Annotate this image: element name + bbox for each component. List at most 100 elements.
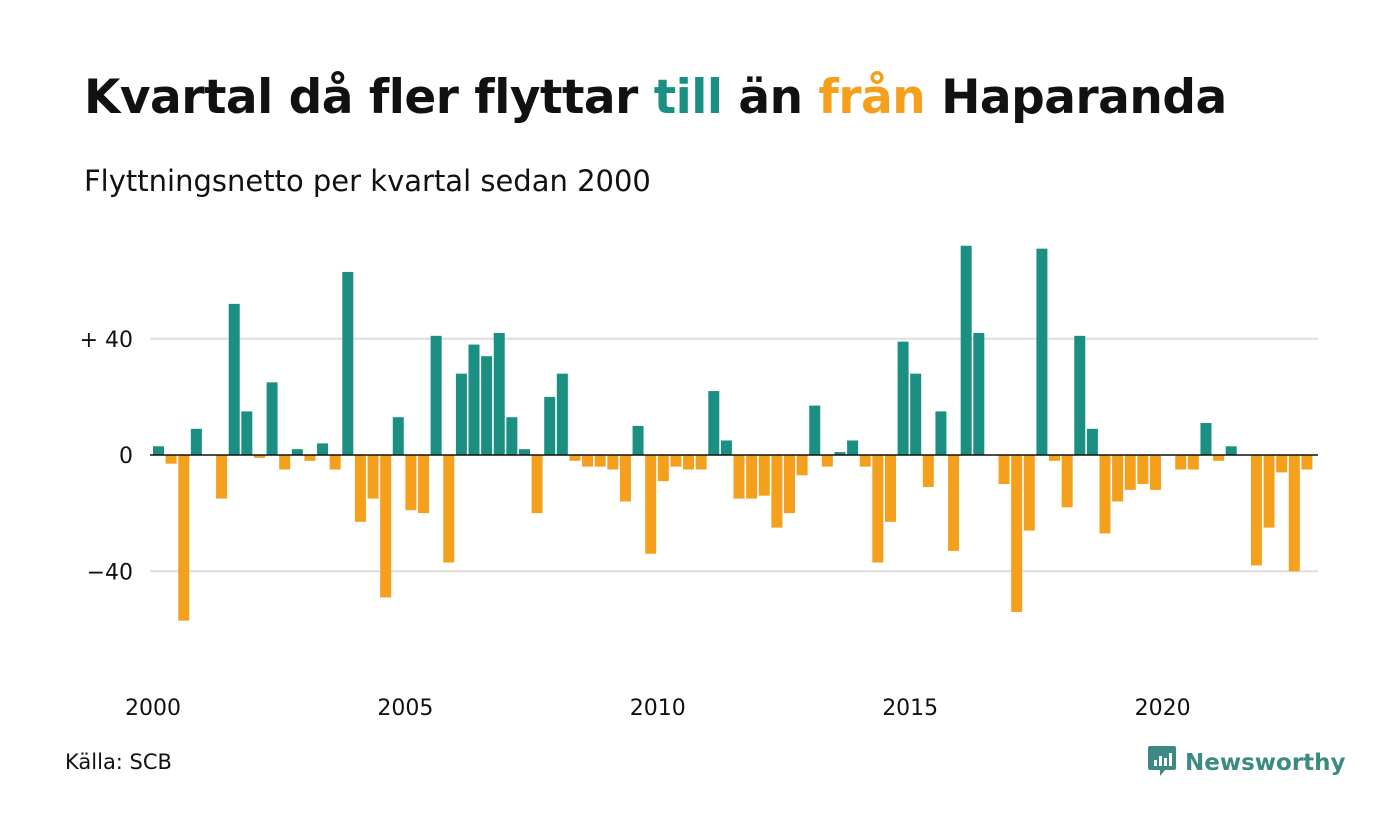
newsworthy-logo-icon (1147, 744, 1177, 782)
bar-negative (859, 455, 871, 467)
y-tick-label: 0 (119, 444, 133, 469)
bar-negative (216, 455, 228, 499)
bar-negative (354, 455, 366, 522)
x-tick-label: 2005 (377, 696, 433, 721)
bar-negative (796, 455, 808, 476)
bar-positive (430, 335, 442, 455)
bar-positive (935, 411, 947, 455)
bar-negative (1023, 455, 1035, 531)
bar-negative (1263, 455, 1275, 528)
bar-positive (897, 341, 909, 455)
bar-negative (1213, 455, 1225, 461)
bar-positive (556, 373, 568, 456)
bar-negative (582, 455, 594, 467)
bar-positive (544, 396, 556, 456)
bar-negative (1276, 455, 1288, 473)
bar-negative (695, 455, 707, 470)
bar-negative (746, 455, 758, 499)
bar-positive (481, 356, 493, 455)
x-axis-ticks: 2000 2005 2010 2015 2020 (125, 696, 1191, 721)
bar-negative (253, 455, 265, 458)
bar-negative (569, 455, 581, 461)
chart-title: Kvartal då fler flyttar till än från Hap… (84, 70, 1227, 125)
title-part-2: än (722, 70, 819, 125)
x-tick-label: 2010 (630, 696, 686, 721)
bar-positive (809, 405, 821, 455)
bar-positive (190, 428, 202, 455)
y-tick-label: + 40 (80, 328, 133, 353)
bar-negative (670, 455, 682, 467)
bar-negative (367, 455, 379, 499)
bar-negative (1137, 455, 1149, 485)
title-part-3: Haparanda (925, 70, 1227, 125)
bar-positive (708, 391, 720, 455)
bar-positive (1225, 446, 1237, 455)
bar-negative (784, 455, 795, 514)
bar-negative (531, 455, 543, 514)
bar-positive (632, 425, 644, 455)
bar-positive (291, 449, 303, 455)
bar-positive (720, 440, 732, 455)
bar-positive (153, 446, 164, 455)
bar-negative (405, 455, 417, 511)
bar-positive (960, 245, 972, 455)
bar-negative (948, 455, 960, 551)
bar-negative (279, 455, 291, 470)
bar-negative (758, 455, 770, 496)
bar-positive (241, 411, 253, 455)
bars (153, 245, 1313, 621)
bar-positive (266, 382, 278, 455)
bar-negative (884, 455, 896, 522)
bar-negative (1011, 455, 1023, 612)
bar-positive (317, 443, 329, 456)
bar-negative (1061, 455, 1073, 508)
bar-negative (872, 455, 884, 563)
bar-positive (1200, 423, 1212, 455)
bar-negative (443, 455, 455, 563)
bar-negative (165, 455, 177, 464)
bar-negative (619, 455, 631, 502)
bar-negative (607, 455, 619, 470)
bar-positive (1036, 248, 1048, 455)
x-tick-label: 2015 (882, 696, 938, 721)
bar-negative (1112, 455, 1124, 502)
bar-positive (1086, 428, 1098, 455)
brand-name: Newsworthy (1185, 750, 1346, 776)
bar-positive (228, 303, 240, 456)
y-tick-label: −40 (87, 560, 133, 585)
bar-positive (847, 440, 859, 455)
bar-positive (506, 417, 518, 455)
title-part-1: Kvartal då fler flyttar (84, 70, 654, 125)
bar-negative (1288, 455, 1300, 572)
bar-positive (1074, 335, 1086, 455)
bar-positive (973, 332, 985, 455)
title-highlight-in: till (653, 70, 723, 125)
bar-negative (657, 455, 669, 482)
bar-negative (1175, 455, 1187, 470)
bar-positive (455, 373, 467, 456)
bar-positive (834, 452, 846, 455)
bar-negative (380, 455, 392, 598)
bar-negative (683, 455, 695, 470)
bar-negative (1149, 455, 1161, 490)
x-tick-label: 2000 (125, 696, 181, 721)
chart-subtitle: Flyttningsnetto per kvartal sedan 2000 (84, 164, 651, 198)
bar-negative (922, 455, 934, 487)
title-highlight-out: från (818, 70, 926, 125)
bar-positive (342, 271, 354, 455)
bar-negative (821, 455, 833, 467)
bar-negative (645, 455, 657, 554)
bar-negative (418, 455, 430, 514)
bar-negative (594, 455, 606, 467)
bar-negative (771, 455, 783, 528)
x-tick-label: 2020 (1135, 696, 1191, 721)
brand-logo[interactable]: Newsworthy (1147, 744, 1346, 782)
bar-negative (733, 455, 745, 499)
bar-negative (1187, 455, 1199, 470)
y-axis-ticks: + 40 0 −40 (80, 328, 133, 586)
bar-positive (910, 373, 922, 456)
bar-negative (329, 455, 341, 470)
bar-positive (493, 332, 505, 455)
bar-negative (1301, 455, 1313, 470)
